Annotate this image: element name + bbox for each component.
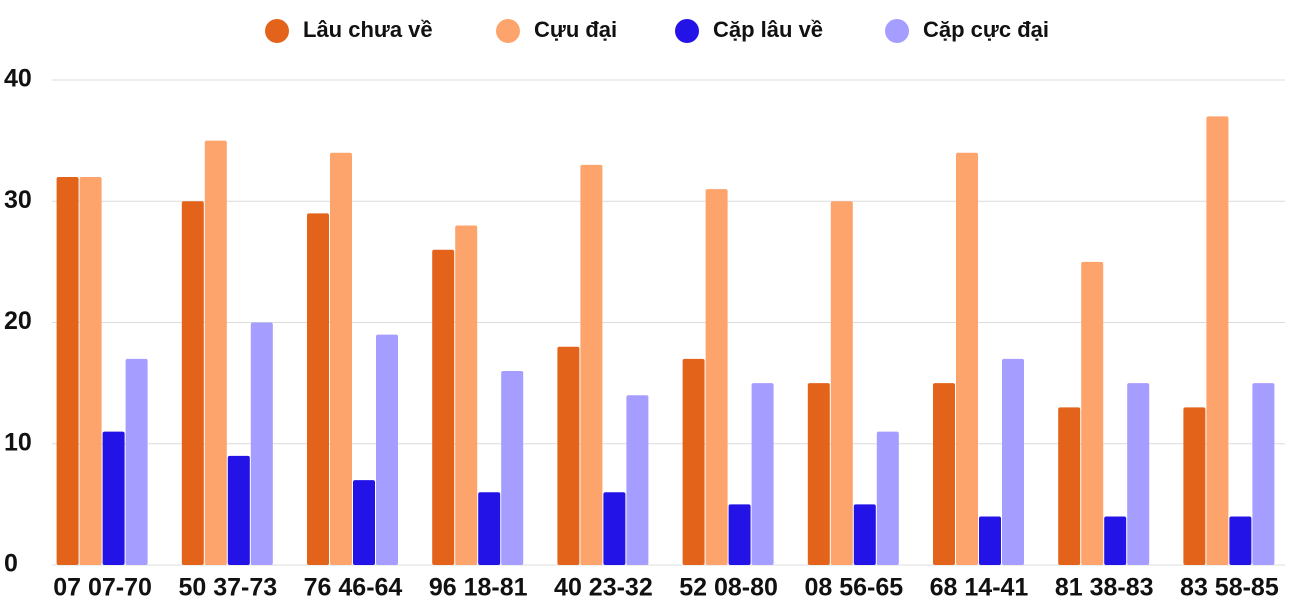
bar bbox=[682, 358, 705, 565]
bar bbox=[728, 504, 751, 565]
legend-label: Cựu đại bbox=[534, 17, 617, 42]
x-tick-label: 81 38-83 bbox=[1055, 574, 1154, 600]
bar bbox=[1206, 116, 1229, 565]
legend-label: Lâu chưa về bbox=[303, 17, 433, 42]
y-tick-label: 0 bbox=[4, 550, 18, 578]
x-tick-label: 76 46-64 bbox=[304, 574, 403, 600]
x-tick-label: 50 37-73 bbox=[178, 574, 277, 600]
legend-marker bbox=[496, 19, 520, 43]
x-tick-label: 08 56-65 bbox=[804, 574, 903, 600]
bar bbox=[181, 201, 204, 565]
bar bbox=[79, 177, 102, 565]
x-tick-label: 07 07-70 bbox=[53, 574, 152, 600]
y-tick-label: 40 bbox=[4, 65, 32, 93]
x-tick-label: 52 08-80 bbox=[679, 574, 778, 600]
bar bbox=[751, 383, 774, 565]
bar bbox=[1002, 358, 1024, 565]
bar bbox=[250, 322, 273, 565]
x-tick-label: 68 14-41 bbox=[930, 574, 1029, 600]
y-tick-label: 20 bbox=[4, 307, 32, 335]
legend-label: Cặp lâu về bbox=[713, 17, 823, 42]
bar bbox=[807, 383, 830, 565]
bar bbox=[307, 213, 329, 565]
bar bbox=[353, 480, 375, 565]
bar bbox=[478, 492, 501, 565]
bar bbox=[501, 371, 524, 565]
bar bbox=[376, 334, 398, 565]
legend-marker bbox=[265, 19, 289, 43]
bar bbox=[853, 504, 876, 565]
bar bbox=[979, 516, 1001, 565]
bar bbox=[56, 177, 79, 565]
bar bbox=[432, 249, 455, 565]
bar bbox=[956, 152, 978, 565]
bar bbox=[1058, 407, 1081, 565]
bar bbox=[876, 431, 899, 565]
bar bbox=[1252, 383, 1275, 565]
bar bbox=[1081, 261, 1104, 565]
bar bbox=[626, 395, 649, 565]
bar bbox=[204, 140, 227, 565]
bar bbox=[227, 455, 250, 565]
bar bbox=[1127, 383, 1150, 565]
y-tick-label: 10 bbox=[4, 428, 32, 456]
legend-label: Cặp cực đại bbox=[923, 17, 1049, 42]
bar bbox=[455, 225, 478, 565]
bar bbox=[557, 346, 580, 565]
bar bbox=[330, 152, 352, 565]
x-tick-label: 83 58-85 bbox=[1180, 574, 1279, 600]
legend-marker bbox=[885, 19, 909, 43]
bar bbox=[102, 431, 125, 565]
bar bbox=[1183, 407, 1206, 565]
y-tick-label: 30 bbox=[4, 186, 32, 214]
bar bbox=[705, 189, 728, 565]
bar bbox=[603, 492, 626, 565]
bar bbox=[933, 383, 955, 565]
bar bbox=[1104, 516, 1127, 565]
bar bbox=[1229, 516, 1252, 565]
legend-marker bbox=[675, 19, 699, 43]
bar bbox=[125, 358, 148, 565]
x-tick-label: 96 18-81 bbox=[429, 574, 528, 600]
bar bbox=[580, 164, 603, 565]
bar bbox=[830, 201, 853, 565]
x-tick-label: 40 23-32 bbox=[554, 574, 653, 600]
